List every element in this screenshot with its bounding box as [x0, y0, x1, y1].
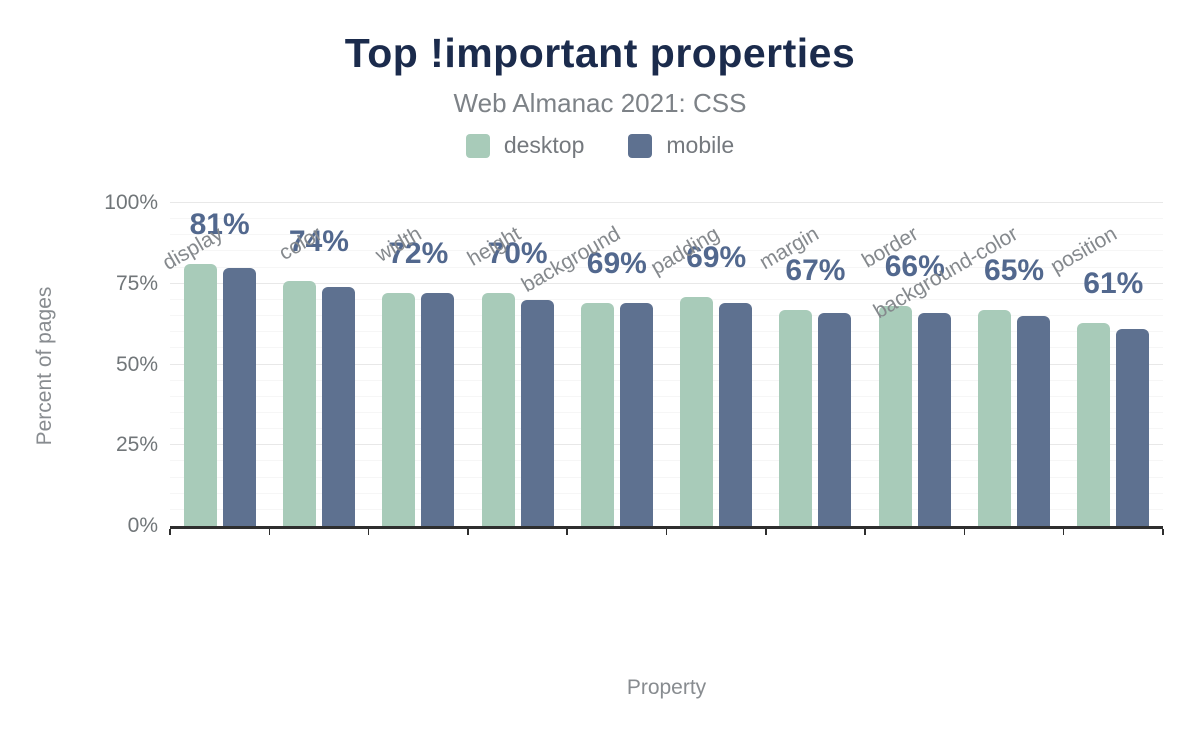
data-label: 74%	[288, 224, 349, 258]
gridline-45	[170, 379, 1163, 381]
gridline-30	[170, 428, 1163, 430]
x-axis-tick	[268, 529, 271, 535]
gridline-100	[170, 202, 1163, 203]
gridline-90	[170, 234, 1163, 236]
x-axis-tick	[864, 529, 866, 535]
gridline-25	[170, 444, 1163, 446]
legend-label: mobile	[666, 132, 735, 158]
x-axis-tick	[169, 529, 171, 535]
y-tick-label: 75%	[115, 271, 158, 295]
data-label: 72%	[388, 237, 449, 271]
mobile-bar	[520, 299, 554, 526]
gridline-35	[170, 411, 1163, 413]
gridline-70	[170, 298, 1163, 300]
category-group-padding: 69%	[667, 203, 766, 526]
category-group-position: 61%	[1064, 203, 1163, 526]
category-group-height: 70%	[468, 203, 567, 526]
x-axis-tick	[1062, 529, 1065, 535]
y-tick-label: 25%	[115, 433, 158, 457]
data-label: 66%	[884, 250, 945, 284]
desktop-bar	[382, 293, 416, 526]
x-axis-tick	[367, 529, 370, 535]
desktop-bar	[978, 309, 1012, 526]
gridline-55	[170, 347, 1163, 349]
y-tick-label: 50%	[115, 352, 158, 376]
desktop-bar	[183, 264, 217, 526]
legend-label: desktop	[503, 132, 585, 158]
x-axis-tick	[566, 529, 568, 535]
x-axis-tick	[467, 529, 469, 535]
gridline-40	[170, 395, 1163, 397]
gridline-95	[170, 218, 1163, 220]
gridline-60	[170, 331, 1163, 333]
mobile-bar	[222, 267, 256, 526]
plot-area: 0% 25% 50% 75% 100% 81% display 74% color 72% widt…	[104, 191, 1164, 537]
x-axis-tick	[1162, 529, 1164, 535]
category-group-background-color: 65%	[964, 203, 1063, 526]
gridline-10	[170, 492, 1163, 494]
category-group-margin: 67%	[766, 203, 865, 526]
mobile-bar	[421, 293, 455, 526]
gridline-20	[170, 460, 1163, 462]
y-tick-labels: 0% 25% 50% 75% 100%	[20, 191, 170, 537]
mobile-swatch-icon	[628, 133, 653, 158]
mobile-bar	[1017, 316, 1051, 526]
data-label: 65%	[984, 253, 1045, 287]
mobile-bar	[619, 303, 653, 526]
mobile-bar	[818, 312, 852, 526]
x-axis-tick	[765, 529, 767, 535]
data-label: 67%	[785, 253, 846, 287]
category-group-display: 81%	[170, 203, 269, 526]
legend-item-mobile: mobile	[628, 132, 734, 159]
data-label: 81%	[189, 208, 250, 242]
mobile-bar	[917, 312, 951, 526]
desktop-bar	[481, 293, 515, 526]
gridline-80	[170, 266, 1163, 268]
mobile-bar	[321, 286, 355, 526]
category-group-color: 74%	[269, 203, 368, 526]
desktop-bar	[580, 303, 614, 526]
data-label: 69%	[686, 240, 747, 274]
y-tick-label: 100%	[104, 191, 158, 214]
desktop-swatch-icon	[465, 133, 490, 158]
gridline-15	[170, 476, 1163, 478]
desktop-bar	[282, 280, 316, 526]
data-label: 70%	[487, 237, 548, 271]
desktop-bar	[1077, 322, 1111, 526]
category-group-width: 72%	[369, 203, 468, 526]
chart-title: Top !important properties	[344, 30, 856, 76]
legend-item-desktop: desktop	[465, 132, 585, 159]
desktop-bar	[779, 309, 813, 526]
category-group-border: 66%	[865, 203, 964, 526]
x-axis-tick	[963, 529, 966, 535]
desktop-bar	[680, 296, 714, 526]
desktop-bar	[878, 306, 912, 526]
gridline-65	[170, 315, 1163, 317]
gridline-75	[170, 282, 1163, 284]
category-group-background: 69%	[567, 203, 666, 526]
y-tick-label: 0%	[127, 514, 158, 537]
gridline-85	[170, 250, 1163, 252]
x-axis-tick	[665, 529, 668, 535]
data-label: 69%	[586, 247, 647, 281]
legend: desktop mobile	[0, 132, 1200, 159]
chart-subtitle: Web Almanac 2021: CSS	[453, 88, 747, 118]
mobile-bar	[1116, 328, 1150, 526]
gridline-5	[170, 508, 1163, 510]
x-axis-title: Property	[626, 676, 707, 699]
mobile-bar	[719, 303, 753, 526]
data-label: 61%	[1083, 266, 1144, 300]
gridline-50	[170, 363, 1163, 365]
